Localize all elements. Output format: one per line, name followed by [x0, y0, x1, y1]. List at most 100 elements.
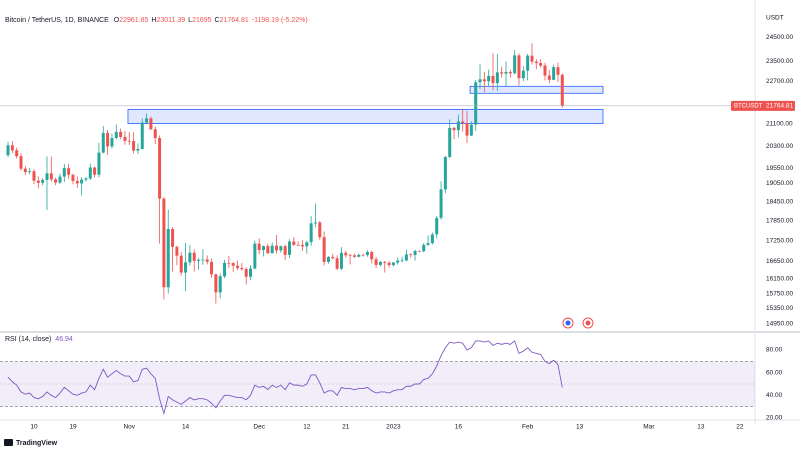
rsi-line	[7, 340, 563, 416]
candle-body	[404, 254, 408, 261]
y-tick-label: 19050.00	[766, 180, 793, 187]
candle-body	[62, 168, 66, 177]
candle-body	[556, 67, 560, 75]
candle-body	[36, 180, 40, 183]
candle-body	[136, 148, 140, 151]
candle-body	[166, 229, 170, 288]
y-tick-label: 15350.00	[766, 305, 793, 312]
y-tick-label: 24500.00	[766, 34, 793, 41]
candle-body	[344, 252, 348, 256]
candle-body	[287, 241, 291, 255]
support-zone	[127, 109, 604, 124]
candle-body	[374, 259, 378, 265]
rsi-value: 46.94	[55, 336, 73, 343]
candle-body	[236, 265, 240, 269]
y-tick-label: 16650.00	[766, 258, 793, 265]
candle-body	[326, 256, 330, 262]
x-tick-label: 10	[30, 424, 38, 431]
candle-body	[179, 255, 183, 273]
x-tick-label: Dec	[253, 424, 265, 431]
candle-body	[491, 75, 495, 84]
rsi-tick-label: 80.00	[766, 347, 783, 354]
candle-body	[443, 156, 447, 190]
candle-body	[249, 268, 253, 277]
candle-body	[552, 67, 556, 80]
candle-body	[521, 70, 525, 79]
candle-body	[184, 262, 188, 273]
candle-body	[127, 140, 131, 142]
price-tag	[731, 100, 795, 111]
candle-body	[391, 262, 395, 266]
candle-body	[106, 132, 110, 147]
candle-body	[227, 262, 231, 264]
candle-body	[93, 167, 97, 175]
candle-body	[365, 251, 369, 256]
brand-logo[interactable]: TradingView	[4, 439, 58, 447]
chart-header: Bitcoin / TetherUS, 1D, BINANCE O22961.85…	[5, 17, 308, 24]
candle-body	[517, 55, 521, 79]
candle-body	[448, 127, 452, 157]
candle-body	[300, 244, 304, 247]
price-tag-symbol: BTCUSDT	[734, 103, 763, 109]
ohlc-label: C	[215, 17, 220, 24]
candle-body	[547, 75, 551, 80]
candle-body	[67, 168, 71, 175]
candle-body	[452, 127, 456, 131]
candle-body	[413, 250, 417, 256]
y-tick-label: 19550.00	[766, 165, 793, 172]
candle-body	[6, 145, 10, 156]
candle-body	[500, 72, 504, 74]
candle-body	[469, 124, 473, 136]
candle-body	[279, 246, 283, 251]
support-zone	[469, 85, 604, 94]
candle-body	[422, 244, 426, 252]
rsi-tick-label: 60.00	[766, 369, 783, 376]
candle-body	[84, 178, 88, 180]
candle-body	[223, 262, 227, 277]
candle-body	[283, 246, 287, 255]
y-tick-label: 22700.00	[766, 78, 793, 85]
candle-body	[97, 152, 101, 175]
y-tick-label: 16150.00	[766, 276, 793, 283]
y-tick-label: 17850.00	[766, 218, 793, 225]
candle-body	[214, 274, 218, 293]
candle-body	[435, 217, 439, 235]
x-tick-label: 2023	[386, 424, 401, 431]
chart-icons[interactable]	[562, 317, 594, 329]
candle-body	[270, 245, 274, 254]
flag-icon-core	[565, 320, 571, 326]
candle-body	[378, 261, 382, 265]
candle-body	[456, 121, 460, 131]
candle-body	[101, 132, 105, 153]
candle-body	[262, 246, 266, 251]
candle-body	[322, 237, 326, 262]
candle-body	[439, 189, 443, 218]
x-tick-label: 12	[303, 424, 311, 431]
candle-body	[508, 71, 512, 74]
x-tick-label: 13	[697, 424, 705, 431]
candle-body	[543, 65, 547, 76]
candle-body	[335, 258, 339, 269]
candle-body	[487, 75, 491, 82]
candle-body	[478, 79, 482, 83]
ohlc-value: 22961.85	[119, 17, 148, 24]
candle-body	[482, 79, 486, 82]
candle-body	[296, 244, 300, 246]
x-tick-label: Nov	[123, 424, 135, 431]
candle-body	[504, 71, 508, 74]
candle-body	[123, 137, 127, 141]
candle-body	[218, 276, 222, 293]
candle-body	[145, 118, 149, 123]
candle-body	[41, 179, 45, 183]
ohlc-label: H	[151, 17, 156, 24]
x-tick-label: 22	[736, 424, 744, 431]
candle-body	[274, 245, 278, 251]
candle-body	[80, 179, 84, 184]
rsi-title: RSI (14, close)	[5, 336, 51, 343]
candle-body	[409, 254, 413, 256]
x-tick-label: 13	[576, 424, 584, 431]
unit-label: USDT	[766, 15, 784, 22]
change-value: -1198.19 (-5.22%)	[252, 17, 308, 24]
candle-body	[244, 269, 248, 277]
